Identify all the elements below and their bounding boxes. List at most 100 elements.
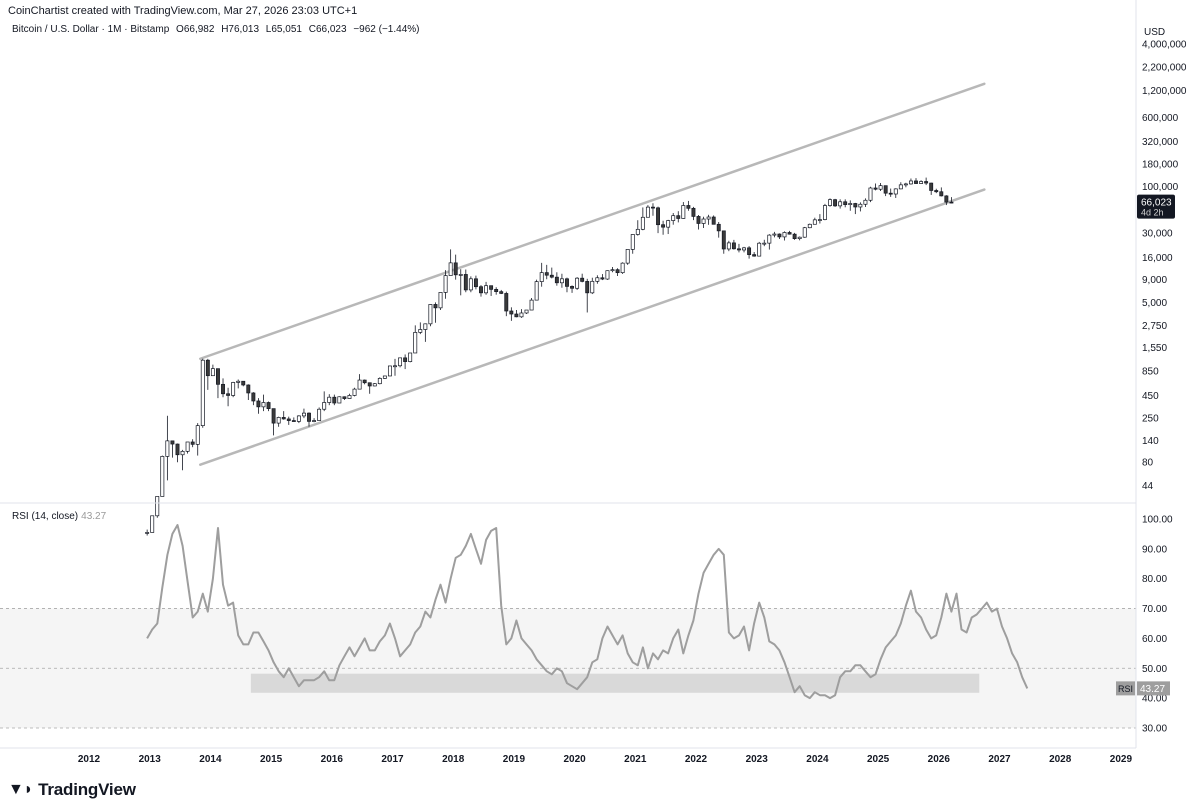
candle: [190, 439, 195, 448]
candle: [843, 199, 848, 208]
candle: [185, 441, 190, 454]
rsi-legend[interactable]: RSI (14, close) 43.27: [12, 511, 106, 522]
current-price-tag: [1137, 194, 1175, 219]
candle-body: [757, 242, 762, 257]
current-price-value: 66,023: [1141, 198, 1172, 209]
candle: [807, 223, 812, 229]
candle: [160, 455, 165, 497]
symbol-name[interactable]: Bitcoin / U.S. Dollar · 1M · Bitstamp: [12, 24, 170, 35]
rsi-pane[interactable]: [0, 524, 1136, 729]
candle: [312, 418, 317, 423]
price-axis-label: 44: [1142, 481, 1154, 492]
candle: [165, 415, 170, 481]
candle-body: [772, 233, 777, 236]
symbol-legend[interactable]: Bitcoin / U.S. Dollar · 1M · Bitstamp O6…: [12, 24, 424, 35]
candle-body: [423, 323, 428, 330]
candle-body: [236, 380, 241, 383]
candle-body: [150, 515, 155, 533]
candle-body: [873, 187, 878, 190]
candle: [595, 275, 600, 284]
candle-body: [731, 242, 736, 250]
price-axis-label: 250: [1142, 414, 1159, 425]
time-axis-label: 2028: [1049, 754, 1072, 765]
candle: [377, 377, 382, 385]
tradingview-logo[interactable]: ▼◗ TradingView: [8, 780, 136, 800]
candle-body: [782, 232, 787, 238]
rsi-axis-label: 90.00: [1142, 544, 1167, 555]
candle: [241, 380, 246, 387]
candle-body: [878, 185, 883, 190]
rsi-axis-label: 40.00: [1142, 694, 1167, 705]
candle: [205, 358, 210, 390]
candle-body: [823, 205, 827, 220]
candle-body: [216, 368, 220, 385]
candle: [939, 187, 944, 197]
candle: [337, 396, 342, 404]
candle: [286, 416, 291, 425]
candle-body: [812, 219, 817, 225]
rsi-axis-label: 70.00: [1142, 604, 1167, 615]
candle-body: [231, 382, 236, 396]
candle-body: [853, 203, 858, 208]
candle: [919, 180, 924, 184]
candle-body: [398, 357, 403, 367]
candle-body: [843, 201, 848, 205]
candle-body: [696, 216, 701, 224]
candle: [428, 303, 433, 327]
candle: [433, 302, 438, 323]
close-value: C66,023: [308, 24, 347, 35]
candle-body: [413, 332, 418, 354]
time-axis-label: 2026: [928, 754, 951, 765]
candle: [757, 241, 762, 257]
candle-body: [645, 206, 650, 218]
candle: [499, 289, 504, 295]
price-pane[interactable]: [145, 82, 986, 536]
candle: [640, 207, 645, 231]
chart-credit: CoinChartist created with TradingView.co…: [8, 5, 358, 17]
price-axis-label: 80: [1142, 458, 1154, 469]
candle-body: [307, 412, 311, 422]
candle: [458, 269, 463, 296]
candle-body: [529, 299, 534, 311]
candle-body: [210, 368, 215, 377]
currency-label[interactable]: USD: [1144, 27, 1166, 38]
candle: [873, 183, 878, 191]
candle-body: [600, 277, 605, 280]
candle-body: [479, 286, 483, 294]
candle: [691, 206, 696, 221]
candle-body: [382, 375, 387, 379]
candle-body: [291, 420, 296, 422]
rsi-band: [0, 608, 1136, 728]
candle-body: [317, 408, 322, 421]
candle-body: [681, 205, 686, 219]
candle-body: [251, 392, 256, 402]
candle-body: [327, 396, 332, 403]
candle: [418, 322, 423, 335]
tradingview-logo-text: TradingView: [38, 780, 136, 799]
candle: [681, 202, 686, 219]
rsi-axis-label: 60.00: [1142, 634, 1167, 645]
candle: [393, 358, 397, 376]
candle-body: [792, 233, 797, 240]
candle: [924, 177, 929, 186]
rsi-legend-title: RSI (14, close): [12, 511, 79, 522]
candle-body: [484, 285, 489, 294]
candle-body: [226, 393, 231, 396]
candle-body: [175, 443, 180, 456]
candle: [372, 383, 377, 387]
candle: [443, 270, 448, 299]
candle: [908, 178, 913, 185]
candle-body: [539, 272, 544, 282]
candle-body: [863, 199, 868, 205]
candle-body: [473, 278, 478, 288]
candle: [772, 231, 777, 238]
candle: [408, 352, 413, 363]
price-axis-label: 9,000: [1142, 275, 1167, 286]
candle: [226, 387, 231, 407]
candle: [296, 415, 301, 424]
rsi-line: [146, 524, 1029, 700]
candle: [645, 205, 650, 218]
rsi-value-tag-label: 43.27: [1140, 684, 1165, 695]
candle: [150, 515, 155, 533]
